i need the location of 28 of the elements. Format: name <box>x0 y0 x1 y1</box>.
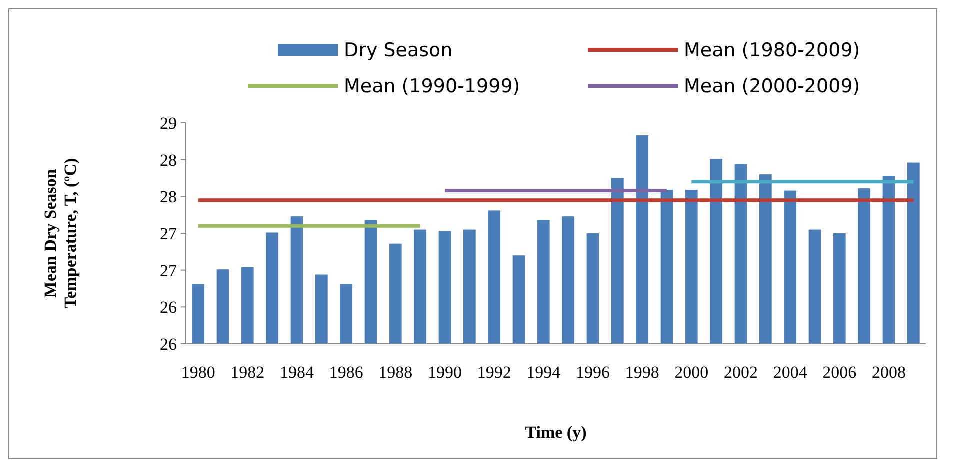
x-tick-label: 1986 <box>329 363 364 382</box>
y-tick-label: 26 <box>160 334 177 354</box>
x-tick-label: 1994 <box>526 363 562 382</box>
x-tick-label: 1988 <box>378 363 413 382</box>
x-tick-label: 1996 <box>576 363 610 382</box>
y-tick-label: 28 <box>160 150 177 170</box>
x-tick-label: 1998 <box>625 363 660 382</box>
x-tick-label: 1992 <box>477 363 512 382</box>
y-axis-title: Mean Dry Season Temperature, T, (ºC) <box>41 158 80 309</box>
x-tick-label: 1980 <box>181 363 216 382</box>
x-tick-label: 1982 <box>230 363 265 382</box>
y-tick-label: 27 <box>160 224 178 244</box>
legend-label: Mean (2000-2009) <box>684 76 860 98</box>
x-tick-label: 2008 <box>872 363 906 382</box>
y-tick-label: 29 <box>160 114 177 133</box>
x-tick-label: 2002 <box>724 363 758 382</box>
legend-label: Dry Season <box>344 40 453 62</box>
x-tick-label: 2004 <box>773 363 808 382</box>
x-tick-label: 1990 <box>428 363 462 382</box>
legend-label: Mean (1990-1999) <box>344 76 520 98</box>
x-tick-label: 2006 <box>822 363 857 382</box>
y-tick-label: 27 <box>160 261 178 280</box>
x-axis-title: Time (y) <box>525 423 587 442</box>
y-tick-label: 26 <box>160 298 177 318</box>
x-tick-label: 2000 <box>674 363 709 382</box>
legend-label: Mean (1980-2009) <box>684 40 860 62</box>
y-tick-label: 28 <box>160 188 177 207</box>
x-tick-label: 1984 <box>280 363 314 382</box>
